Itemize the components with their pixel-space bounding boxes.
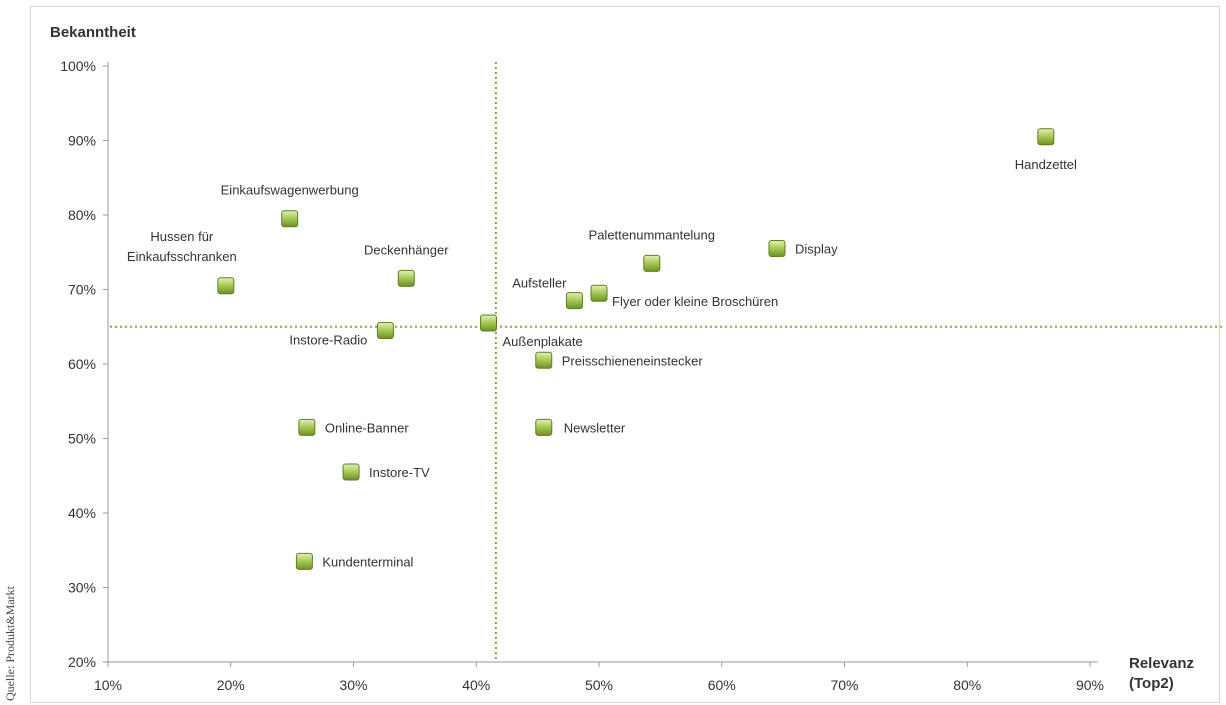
x-tick-label: 90% xyxy=(1076,677,1104,693)
x-tick-label: 40% xyxy=(462,677,490,693)
y-tick-label: 50% xyxy=(68,431,96,447)
y-tick-label: 60% xyxy=(68,356,96,372)
y-tick-label: 90% xyxy=(68,133,96,149)
scatter-point xyxy=(535,418,553,436)
scatter-point xyxy=(376,321,394,339)
point-label: Kundenterminal xyxy=(322,554,413,569)
chart-frame xyxy=(30,6,1220,703)
scatter-point xyxy=(643,254,661,272)
y-tick-label: 70% xyxy=(68,282,96,298)
scatter-point xyxy=(535,351,553,369)
scatter-point xyxy=(480,314,498,332)
point-label: Flyer oder kleine Broschüren xyxy=(612,294,778,309)
point-label: Preisschieneneinstecker xyxy=(562,353,704,368)
x-tick-label: 60% xyxy=(708,677,736,693)
y-tick-label: 80% xyxy=(68,207,96,223)
point-label: Deckenhänger xyxy=(364,242,449,257)
scatter-point-group: Einkaufswagenwerbung xyxy=(221,183,359,228)
x-tick-label: 80% xyxy=(953,677,981,693)
y-tick-label: 100% xyxy=(60,58,96,74)
scatter-point-group: Instore-Radio xyxy=(289,321,394,347)
scatter-point xyxy=(342,463,360,481)
scatter-point-group: Display xyxy=(768,240,838,258)
scatter-point xyxy=(590,284,608,302)
x-axis-title: (Top2) xyxy=(1129,675,1174,692)
scatter-point-group: Außenplakate xyxy=(480,314,583,349)
y-tick-label: 30% xyxy=(68,580,96,596)
scatter-point-group: Newsletter xyxy=(535,418,626,436)
x-tick-label: 10% xyxy=(94,677,122,693)
scatter-point-group: Preisschieneneinstecker xyxy=(535,351,704,369)
point-label: Display xyxy=(795,242,838,257)
point-label: Palettenummantelung xyxy=(589,227,715,242)
point-label: Instore-TV xyxy=(369,465,430,480)
scatter-point xyxy=(768,240,786,258)
x-tick-label: 50% xyxy=(585,677,613,693)
scatter-point xyxy=(281,210,299,228)
x-tick-label: 30% xyxy=(339,677,367,693)
scatter-point-group: Handzettel xyxy=(1015,128,1077,172)
scatter-point-group: Palettenummantelung xyxy=(589,227,715,272)
data-points: Handzettel Einkaufswagenwerbung Hussen für… xyxy=(127,128,1077,570)
scatter-point-group: Deckenhänger xyxy=(364,242,449,287)
axes: 20% 30% 40% 50% 60% 70% 80% 90% 100% 10% 20% 30% 40%… xyxy=(50,24,1194,693)
y-tick-label: 40% xyxy=(68,505,96,521)
x-axis-title: Relevanz xyxy=(1129,655,1194,672)
point-label: Einkaufswagenwerbung xyxy=(221,183,359,198)
scatter-point xyxy=(295,552,313,570)
scatter-point xyxy=(217,277,235,295)
y-axis-title: Bekanntheit xyxy=(50,24,136,41)
scatter-point-group: Aufsteller xyxy=(512,276,583,310)
point-label: Handzettel xyxy=(1015,157,1077,172)
point-label: Newsletter xyxy=(564,420,626,435)
scatter-point-group: Online-Banner xyxy=(298,418,409,436)
x-tick-label: 20% xyxy=(217,677,245,693)
point-label: Online-Banner xyxy=(325,420,409,435)
x-tick-label: 70% xyxy=(830,677,858,693)
scatter-point-group: Kundenterminal xyxy=(295,552,414,570)
scatter-point-group: Instore-TV xyxy=(342,463,430,481)
scatter-point-group: Flyer oder kleine Broschüren xyxy=(590,284,778,309)
scatter-point xyxy=(1037,128,1055,146)
scatter-point xyxy=(565,292,583,310)
y-tick-label: 20% xyxy=(68,654,96,670)
point-label: Aufsteller xyxy=(512,276,567,291)
scatter-point xyxy=(298,418,316,436)
point-label: Instore-Radio xyxy=(289,332,367,347)
reference-lines xyxy=(110,62,1222,660)
point-label: Einkaufsschranken xyxy=(127,249,237,264)
point-label: Außenplakate xyxy=(503,334,583,349)
point-label: Hussen für xyxy=(150,229,214,244)
scatter-point xyxy=(397,269,415,287)
scatter-point-group: Hussen für Einkaufsschranken xyxy=(127,229,237,295)
